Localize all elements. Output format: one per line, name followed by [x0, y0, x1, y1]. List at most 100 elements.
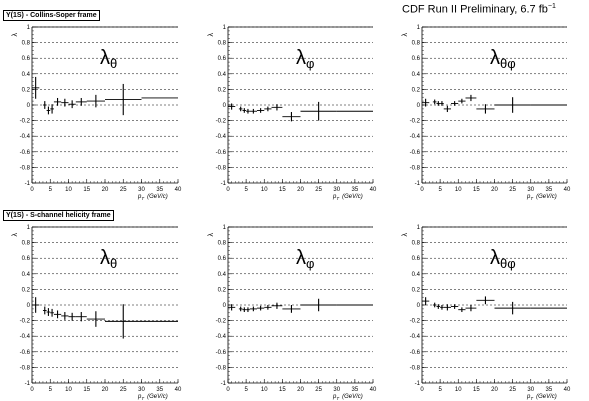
y-tick-label: -1 — [221, 381, 227, 387]
x-tick-label: 0 — [420, 187, 424, 193]
y-tick-label: 0.8 — [218, 41, 227, 47]
panel-5: -1-0.8-0.6-0.4-0.200.20.40.60.810 5 10 15 20… — [402, 225, 571, 401]
y-tick-label: 0 — [417, 103, 421, 109]
x-axis-label-unit: (GeV/c) — [536, 394, 557, 400]
x-axis-label: pT (GeV/c) — [137, 194, 168, 201]
x-tick-label: 20 — [102, 387, 109, 393]
panel-label: λθφ — [490, 47, 516, 71]
y-tick-label: 0.8 — [218, 241, 227, 247]
x-tick-label: 15 — [83, 387, 90, 393]
x-tick-label: 5 — [438, 387, 442, 393]
x-tick-label: 35 — [156, 387, 163, 393]
y-tick-label: -0.2 — [216, 119, 227, 125]
x-tick-label: 40 — [175, 387, 182, 393]
x-tick-label: 10 — [65, 387, 72, 393]
x-tick-label: 20 — [102, 187, 109, 193]
frame-label-collins-soper: Υ(1S) - Collins-Soper frame — [3, 10, 100, 21]
x-tick-label: 35 — [546, 387, 553, 393]
x-tick-label: 20 — [491, 187, 498, 193]
x-tick-label: 20 — [491, 387, 498, 393]
x-tick-label: 40 — [175, 187, 182, 193]
y-tick-label: -0.8 — [410, 365, 421, 371]
y-tick-label: 1 — [223, 225, 227, 231]
y-tick-label: 0.8 — [22, 41, 31, 47]
y-tick-label: -0.6 — [216, 350, 227, 356]
panel-label: λθφ — [490, 247, 516, 271]
y-tick-label: 0.4 — [22, 72, 31, 78]
y-tick-label: 0 — [223, 303, 227, 309]
panel-label: λφ — [296, 247, 314, 271]
y-axis-label: λ — [12, 33, 19, 37]
x-tick-label: 40 — [564, 387, 571, 393]
y-axis-label: λ — [208, 33, 215, 37]
x-tick-label: 10 — [65, 187, 72, 193]
panel-label: λθ — [100, 47, 117, 71]
panel-label-subscript: θ — [110, 256, 117, 271]
x-tick-label: 0 — [30, 387, 34, 393]
x-tick-label: 20 — [297, 387, 304, 393]
y-tick-label: -0.2 — [410, 319, 421, 325]
y-tick-label: -0.8 — [410, 165, 421, 171]
y-tick-label: -0.2 — [20, 119, 31, 125]
x-tick-label: 5 — [49, 187, 53, 193]
x-tick-label: 30 — [138, 187, 145, 193]
x-tick-label: 40 — [370, 387, 377, 393]
y-tick-label: 1 — [417, 225, 421, 231]
y-tick-label: -0.6 — [410, 350, 421, 356]
panel-2: -1-0.8-0.6-0.4-0.200.20.40.60.810 5 10 15 20… — [402, 25, 571, 201]
y-tick-label: -0.2 — [20, 319, 31, 325]
x-axis-label-subscript: T — [336, 196, 340, 201]
x-tick-label: 25 — [120, 387, 127, 393]
panel-label: λθ — [100, 247, 117, 271]
panel-3: -1-0.8-0.6-0.4-0.200.20.40.60.810 5 10 15 20… — [12, 225, 182, 401]
panel-1: -1-0.8-0.6-0.4-0.200.20.40.60.810 5 10 15 20… — [208, 25, 377, 201]
panel-label-subscript: φ — [306, 256, 314, 271]
y-tick-label: 0.2 — [412, 287, 421, 293]
x-tick-label: 30 — [527, 187, 534, 193]
x-axis-label: pT (GeV/c) — [526, 394, 557, 401]
y-tick-label: 0.6 — [218, 256, 227, 262]
y-tick-label: -1 — [25, 181, 31, 187]
panel-label-subscript: θφ — [500, 256, 516, 271]
x-axis-label-subscript: T — [336, 396, 340, 401]
x-tick-label: 35 — [352, 387, 359, 393]
x-tick-label: 40 — [370, 187, 377, 193]
x-tick-label: 10 — [455, 187, 462, 193]
x-axis-label-unit: (GeV/c) — [147, 394, 168, 400]
y-axis-label: λ — [12, 233, 19, 237]
x-tick-label: 30 — [333, 387, 340, 393]
y-tick-label: 0 — [27, 303, 31, 309]
x-axis-label-subscript: T — [530, 196, 534, 201]
y-axis-label: λ — [208, 233, 215, 237]
y-tick-label: 1 — [223, 25, 227, 31]
x-axis-label-subscript: T — [530, 396, 534, 401]
y-tick-label: -1 — [25, 381, 31, 387]
y-tick-label: 0.2 — [412, 87, 421, 93]
y-tick-label: 0.6 — [22, 256, 31, 262]
y-tick-label: -0.6 — [20, 150, 31, 156]
y-tick-label: -0.8 — [20, 165, 31, 171]
x-tick-label: 30 — [333, 187, 340, 193]
x-tick-label: 0 — [420, 387, 424, 393]
y-tick-label: -0.8 — [216, 165, 227, 171]
y-tick-label: 0 — [223, 103, 227, 109]
panel-label-subscript: θφ — [500, 56, 516, 71]
y-tick-label: 0.8 — [412, 241, 421, 247]
y-tick-label: -0.4 — [216, 134, 227, 140]
y-tick-label: -0.2 — [410, 119, 421, 125]
x-axis-label-unit: (GeV/c) — [342, 194, 363, 200]
y-tick-label: -0.4 — [410, 134, 421, 140]
x-tick-label: 30 — [527, 387, 534, 393]
y-tick-label: -0.4 — [20, 334, 31, 340]
y-tick-label: 0.6 — [412, 256, 421, 262]
panel-label-subscript: φ — [306, 56, 314, 71]
x-tick-label: 25 — [315, 187, 322, 193]
y-tick-label: -1 — [415, 181, 421, 187]
x-axis-label-unit: (GeV/c) — [342, 394, 363, 400]
y-tick-label: 0.6 — [412, 56, 421, 62]
x-tick-label: 15 — [473, 387, 480, 393]
x-axis-label: pT (GeV/c) — [332, 394, 363, 401]
cdf-label-exponent: −1 — [547, 3, 556, 10]
panel-4: -1-0.8-0.6-0.4-0.200.20.40.60.810 5 10 15 20… — [208, 225, 377, 401]
y-tick-label: 1 — [417, 25, 421, 31]
